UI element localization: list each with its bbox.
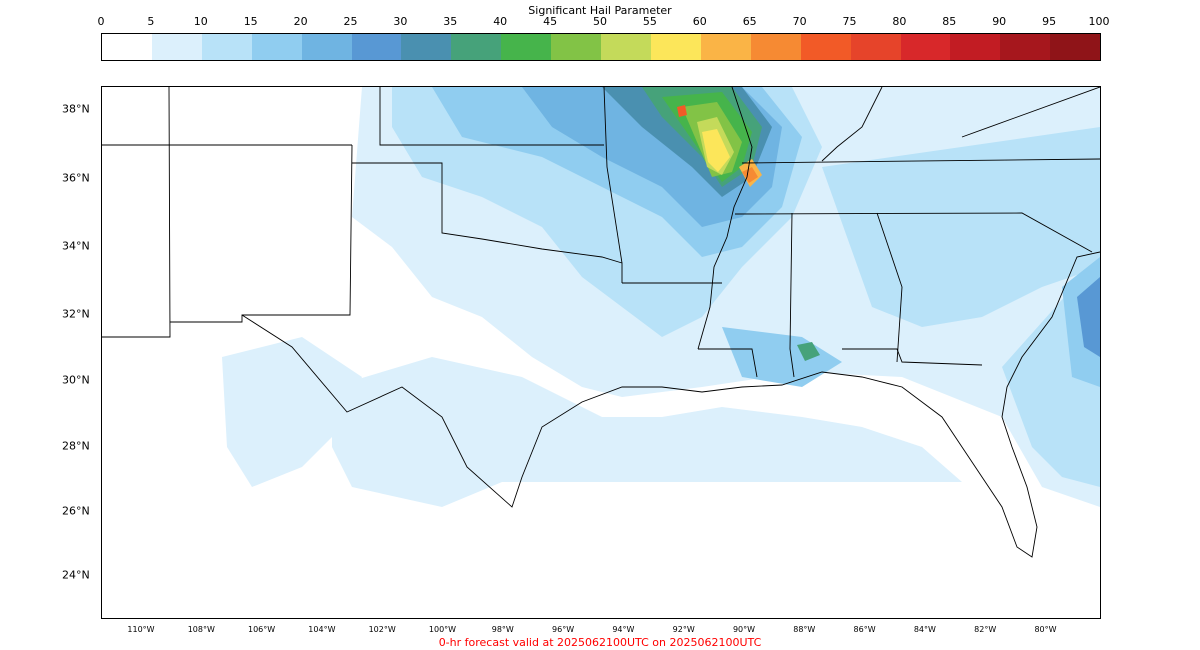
latitude-label: 24°N — [62, 568, 90, 582]
state-line-al-ga — [876, 212, 903, 363]
map-panel — [101, 86, 1101, 619]
longitude-label: 104°W — [308, 625, 336, 634]
map-canvas — [102, 87, 1100, 558]
colorbar-tick-labels: 0 5 10 15 20 25 30 35 40 45 50 55 60 65 70 75 80 85 90 95 10… — [0, 15, 1200, 29]
longitude-label: 108°W — [187, 625, 215, 634]
state-line-tn-ky — [741, 158, 1100, 164]
longitude-label: 110°W — [127, 625, 155, 634]
colorbar-swatch — [251, 34, 302, 60]
longitude-label: 80°W — [1034, 625, 1057, 634]
longitude-label: 90°W — [732, 625, 756, 634]
colorbar-tick-label: 75 — [842, 15, 857, 28]
colorbar-tick-label: 60 — [692, 15, 707, 28]
colorbar-swatch — [1050, 34, 1101, 60]
colorbar-tick-label: 40 — [493, 15, 508, 28]
colorbar-swatch — [501, 34, 552, 60]
longitude-label: 82°W — [974, 625, 997, 634]
longitude-label: 98°W — [491, 625, 514, 634]
colorbar-swatch — [700, 34, 751, 60]
colorbar-tick-label: 90 — [992, 15, 1007, 28]
state-line-ok-ks — [379, 87, 604, 146]
colorbar-swatch — [301, 34, 352, 60]
state-line-la-ms — [698, 348, 758, 378]
dark-orange-spot — [742, 167, 758, 183]
dark-blue-atlantic — [1077, 277, 1100, 357]
latitude-label: 34°N — [62, 239, 90, 253]
red-spot — [677, 105, 687, 117]
ky-va-border — [821, 87, 883, 162]
colorbar-swatch — [201, 34, 252, 60]
colorbar-swatch — [151, 34, 202, 60]
latitude-label: 32°N — [62, 307, 90, 321]
colorbar-swatch — [850, 34, 901, 60]
colorbar-swatch — [551, 34, 602, 60]
colorbar-swatch — [351, 34, 402, 60]
latitude-label: 28°N — [62, 439, 90, 453]
colorbar-tick-label: 30 — [393, 15, 408, 28]
colorbar-tick-label: 70 — [792, 15, 807, 28]
colorbar-swatch — [750, 34, 801, 60]
colorbar-tick-label: 100 — [1088, 15, 1110, 28]
longitude-label: 84°W — [913, 625, 936, 634]
nc-va-border — [961, 87, 1100, 138]
light-field-west — [222, 337, 362, 487]
colorbar-swatch — [800, 34, 851, 60]
colorbar-tick-label: 85 — [942, 15, 957, 28]
colorbar-swatch — [451, 34, 502, 60]
state-line-nm-az — [102, 87, 171, 338]
longitude-label: 86°W — [853, 625, 876, 634]
colorbar-tick-label: 50 — [593, 15, 607, 28]
colorbar-tick-label: 45 — [543, 15, 558, 28]
longitude-label: 92°W — [672, 625, 695, 634]
longitude-label: 88°W — [793, 625, 816, 634]
longitude-label: 102°W — [368, 625, 396, 634]
colorbar-swatch — [102, 34, 152, 60]
longitude-label: 94°W — [612, 625, 635, 634]
latitude-label: 36°N — [62, 171, 90, 185]
mid-blue-south — [722, 327, 842, 387]
latitude-label: 30°N — [62, 373, 90, 387]
colorbar-tick-label: 0 — [97, 15, 105, 28]
colorbar-tick-label: 35 — [443, 15, 458, 28]
colorbar-tick-label: 20 — [293, 15, 308, 28]
coastal-green — [797, 342, 820, 361]
state-line-ms-al — [789, 212, 795, 378]
colorbar-swatch — [601, 34, 651, 60]
state-line-ok-tx — [352, 162, 623, 264]
longitude-label: 106°W — [248, 625, 276, 634]
longitude-label: 100°W — [428, 625, 457, 634]
colorbar-tick-label: 55 — [642, 15, 657, 28]
colorbar-tick-label: 10 — [193, 15, 208, 28]
boundary-lines — [102, 87, 1100, 558]
colorbar-tick-label: 5 — [147, 15, 155, 28]
latitude-label: 38°N — [62, 102, 90, 116]
colorbar-swatch — [650, 34, 701, 60]
colorbar-swatch — [401, 34, 452, 60]
state-line-tn-south — [734, 212, 1093, 253]
colorbar — [101, 33, 1101, 61]
longitude-label: 96°W — [552, 625, 575, 634]
state-line-fl — [842, 348, 983, 366]
colorbar-tick-label: 80 — [892, 15, 907, 28]
state-line-ok-ar — [603, 87, 623, 283]
colorbar-tick-label: 15 — [243, 15, 258, 28]
latitude-label: 26°N — [62, 504, 90, 518]
forecast-valid-text: 0-hr forecast valid at 2025062100UTC on … — [438, 636, 762, 649]
state-line-ms-river — [697, 87, 753, 350]
blue-field-east — [822, 127, 1100, 327]
colorbar-tick-label: 65 — [742, 15, 757, 28]
colorbar-swatch — [950, 34, 1001, 60]
colorbar-tick-label: 95 — [1042, 15, 1057, 28]
colorbar-tick-label: 25 — [343, 15, 358, 28]
yellow-core — [702, 129, 730, 172]
colorbar-title: Significant Hail Parameter — [528, 4, 672, 17]
colorbar-swatch — [900, 34, 951, 60]
shp-field — [222, 87, 1100, 507]
colorbar-swatch — [1000, 34, 1051, 60]
gulf-coast — [241, 251, 1100, 558]
state-line-nm-tx — [170, 144, 353, 323]
light-field-gulf — [332, 357, 962, 507]
